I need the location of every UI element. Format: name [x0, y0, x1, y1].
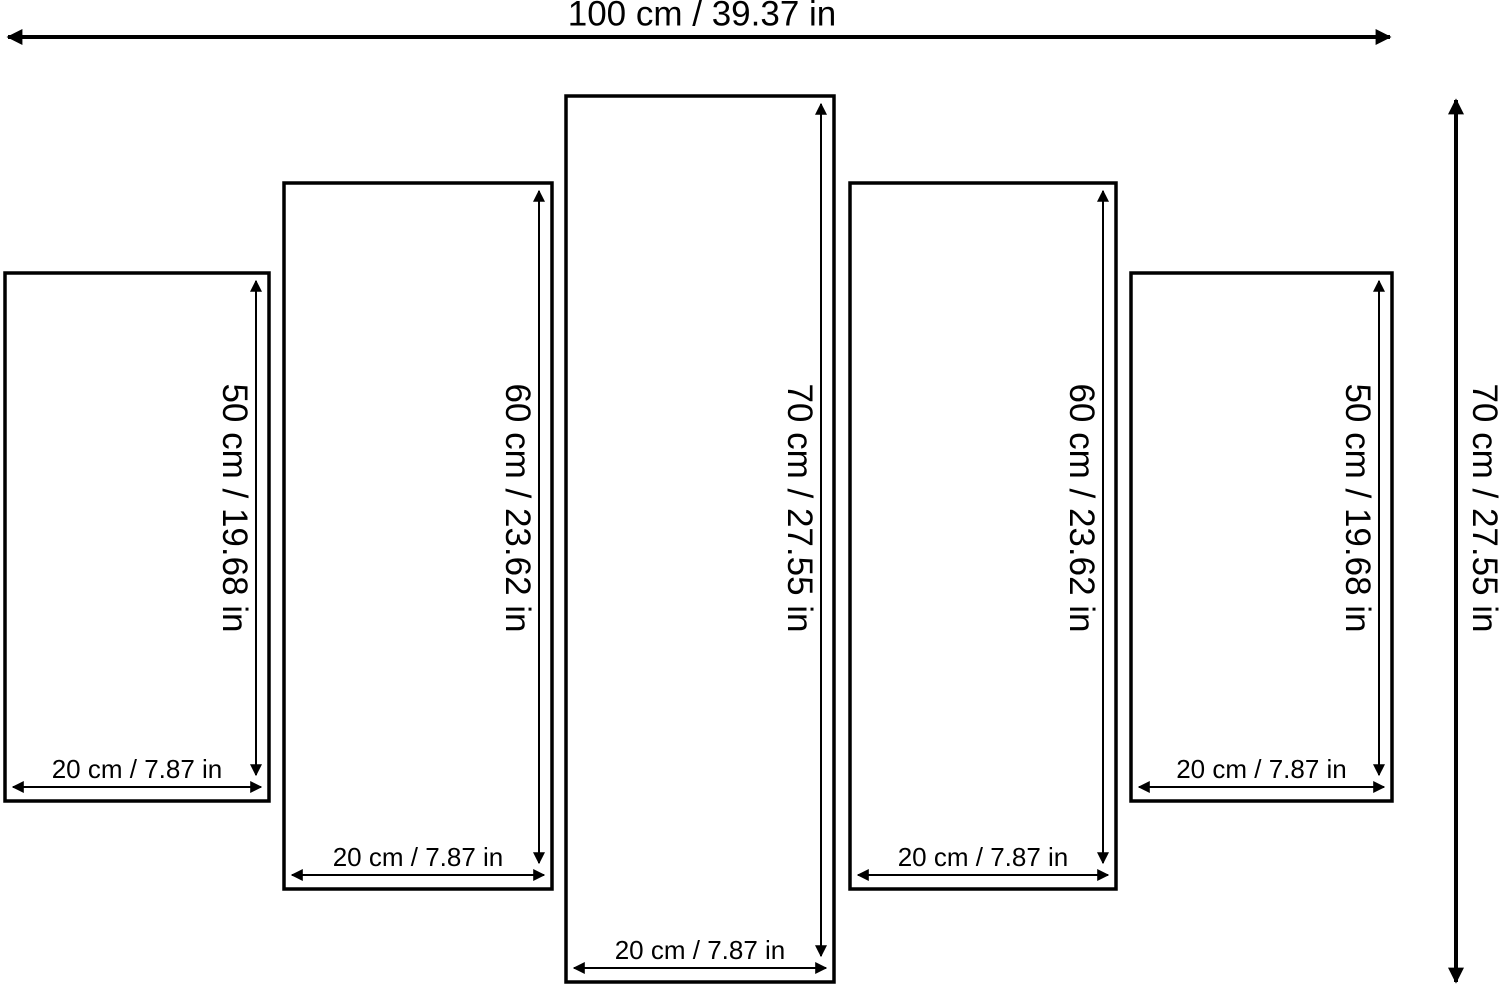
- height-label: 60 cm / 23.62 in: [1062, 383, 1101, 632]
- width-label: 20 cm / 7.87 in: [1176, 754, 1347, 784]
- width-label: 20 cm / 7.87 in: [615, 935, 786, 965]
- panel-frame: [282, 181, 554, 891]
- width-label: 20 cm / 7.87 in: [333, 842, 504, 872]
- panel-frame: [1129, 271, 1394, 803]
- height-label: 70 cm / 27.55 in: [780, 383, 819, 632]
- height-label: 50 cm / 19.68 in: [1338, 383, 1377, 632]
- total-height-label: 70 cm / 27.55 in: [1465, 383, 1500, 632]
- panel-frame: [3, 271, 271, 803]
- panel-frame: [848, 181, 1118, 891]
- total-width-label: 100 cm / 39.37 in: [568, 0, 837, 33]
- height-label: 60 cm / 23.62 in: [498, 383, 537, 632]
- width-label: 20 cm / 7.87 in: [898, 842, 1069, 872]
- width-label: 20 cm / 7.87 in: [52, 754, 223, 784]
- panel-frame: [564, 94, 836, 984]
- height-label: 50 cm / 19.68 in: [215, 383, 254, 632]
